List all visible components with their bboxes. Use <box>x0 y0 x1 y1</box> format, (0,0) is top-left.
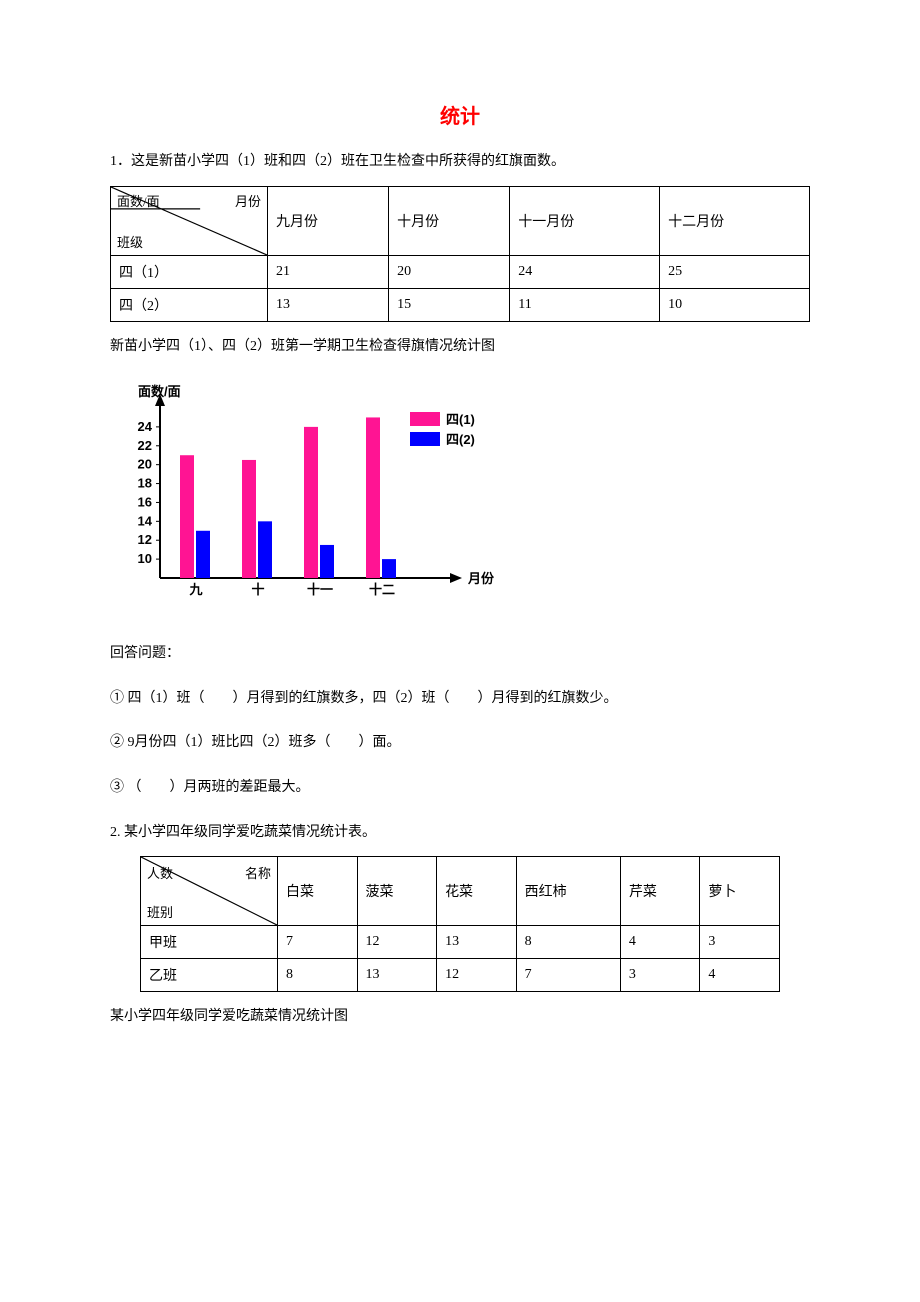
svg-text:18: 18 <box>138 476 152 491</box>
q1-col-0: 九月份 <box>268 186 389 255</box>
corner-bottom: 班别 <box>147 902 173 921</box>
q2-intro: 2. 某小学四年级同学爱吃蔬菜情况统计表。 <box>110 820 810 847</box>
cell: 21 <box>268 255 389 288</box>
table-row: 甲班 7 12 13 8 4 3 <box>141 926 780 959</box>
corner-right: 名称 <box>245 863 271 882</box>
cell: 12 <box>357 926 437 959</box>
q1-col-1: 十月份 <box>389 186 510 255</box>
svg-text:14: 14 <box>138 514 153 529</box>
corner-bottom: 班级 <box>117 232 143 251</box>
row-label: 甲班 <box>141 926 278 959</box>
bar-chart-svg: 10 12 14 16 18 20 22 24 面数/面月份九 十 十一 十二 四(1) 四(2) <box>110 378 530 618</box>
q2-col-5: 萝卜 <box>700 857 780 926</box>
cell: 4 <box>620 926 700 959</box>
cell: 12 <box>437 959 517 992</box>
svg-text:24: 24 <box>138 419 153 434</box>
cell: 7 <box>278 926 358 959</box>
q1-chart: 10 12 14 16 18 20 22 24 面数/面月份九 十 十一 十二 四(1) 四(2) <box>110 378 810 623</box>
q2-col-1: 菠菜 <box>357 857 437 926</box>
cell: 24 <box>510 255 660 288</box>
q1-col-3: 十二月份 <box>660 186 810 255</box>
q1-questions: 回答问题： ① 四（1）班（ ）月得到的红旗数多，四（2）班（ ）月得到的红旗数… <box>110 641 810 801</box>
cell: 3 <box>620 959 700 992</box>
cell: 8 <box>278 959 358 992</box>
cell: 4 <box>700 959 780 992</box>
table-row: 乙班 8 13 12 7 3 4 <box>141 959 780 992</box>
q1-q2: ③ （ ）月两班的差距最大。 <box>110 775 810 802</box>
cell: 25 <box>660 255 810 288</box>
q1-table: 面数/面 月份 班级 九月份 十月份 十一月份 十二月份 四（1） 21 20 … <box>110 186 810 322</box>
svg-text:四(2): 四(2) <box>446 432 475 447</box>
q2-col-2: 花菜 <box>437 857 517 926</box>
q2-col-3: 西红柿 <box>516 857 620 926</box>
corner-top: 人数 <box>147 863 173 882</box>
svg-text:十: 十 <box>251 582 264 597</box>
q1-intro: 1．这是新苗小学四（1）班和四（2）班在卫生检查中所获得的红旗面数。 <box>110 149 810 176</box>
cell: 13 <box>357 959 437 992</box>
svg-text:22: 22 <box>138 438 152 453</box>
svg-text:16: 16 <box>138 495 152 510</box>
svg-text:月份: 月份 <box>467 571 495 586</box>
svg-text:九: 九 <box>188 582 202 597</box>
svg-text:12: 12 <box>138 532 152 547</box>
row-label: 四（1） <box>111 255 268 288</box>
q1-chart-caption: 新苗小学四（1）、四（2）班第一学期卫生检查得旗情况统计图 <box>110 334 810 361</box>
cell: 13 <box>437 926 517 959</box>
cell: 11 <box>510 288 660 321</box>
svg-text:十二: 十二 <box>369 582 395 597</box>
q1-q0: ① 四（1）班（ ）月得到的红旗数多，四（2）班（ ）月得到的红旗数少。 <box>110 686 810 713</box>
q1-table-corner: 面数/面 月份 班级 <box>111 186 268 255</box>
q2-col-4: 芹菜 <box>620 857 700 926</box>
cell: 7 <box>516 959 620 992</box>
corner-top: 面数/面 <box>117 191 160 210</box>
q2-col-0: 白菜 <box>278 857 358 926</box>
table-row: 四（2） 13 15 11 10 <box>111 288 810 321</box>
cell: 10 <box>660 288 810 321</box>
svg-text:十一: 十一 <box>307 582 333 597</box>
cell: 3 <box>700 926 780 959</box>
q2-after: 某小学四年级同学爱吃蔬菜情况统计图 <box>110 1004 810 1031</box>
cell: 15 <box>389 288 510 321</box>
q1-q1: ② 9月份四（1）班比四（2）班多（ ）面。 <box>110 730 810 757</box>
svg-text:10: 10 <box>138 551 152 566</box>
svg-text:四(1): 四(1) <box>446 412 475 427</box>
cell: 13 <box>268 288 389 321</box>
svg-text:20: 20 <box>138 457 152 472</box>
q1-col-2: 十一月份 <box>510 186 660 255</box>
answer-heading: 回答问题： <box>110 641 810 668</box>
svg-text:面数/面: 面数/面 <box>138 384 181 399</box>
page-title: 统计 <box>110 100 810 129</box>
row-label: 乙班 <box>141 959 278 992</box>
table-row: 四（1） 21 20 24 25 <box>111 255 810 288</box>
corner-right: 月份 <box>235 191 261 210</box>
q2-table: 人数 名称 班别 白菜 菠菜 花菜 西红柿 芹菜 萝卜 甲班 7 12 13 8… <box>140 856 780 992</box>
q2-table-corner: 人数 名称 班别 <box>141 857 278 926</box>
cell: 8 <box>516 926 620 959</box>
page: 统计 1．这是新苗小学四（1）班和四（2）班在卫生检查中所获得的红旗面数。 面数… <box>0 0 920 1101</box>
row-label: 四（2） <box>111 288 268 321</box>
cell: 20 <box>389 255 510 288</box>
